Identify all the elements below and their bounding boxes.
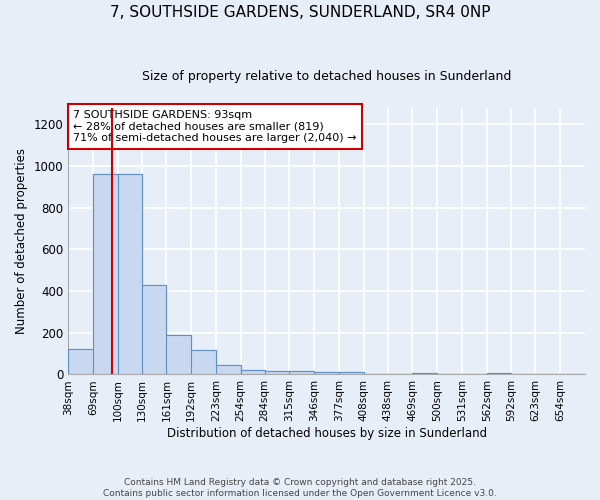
- Text: 7 SOUTHSIDE GARDENS: 93sqm
← 28% of detached houses are smaller (819)
71% of sem: 7 SOUTHSIDE GARDENS: 93sqm ← 28% of deta…: [73, 110, 357, 143]
- X-axis label: Distribution of detached houses by size in Sunderland: Distribution of detached houses by size …: [167, 427, 487, 440]
- Title: Size of property relative to detached houses in Sunderland: Size of property relative to detached ho…: [142, 70, 511, 83]
- Text: 7, SOUTHSIDE GARDENS, SUNDERLAND, SR4 0NP: 7, SOUTHSIDE GARDENS, SUNDERLAND, SR4 0N…: [110, 5, 490, 20]
- Y-axis label: Number of detached properties: Number of detached properties: [15, 148, 28, 334]
- Text: Contains HM Land Registry data © Crown copyright and database right 2025.
Contai: Contains HM Land Registry data © Crown c…: [103, 478, 497, 498]
